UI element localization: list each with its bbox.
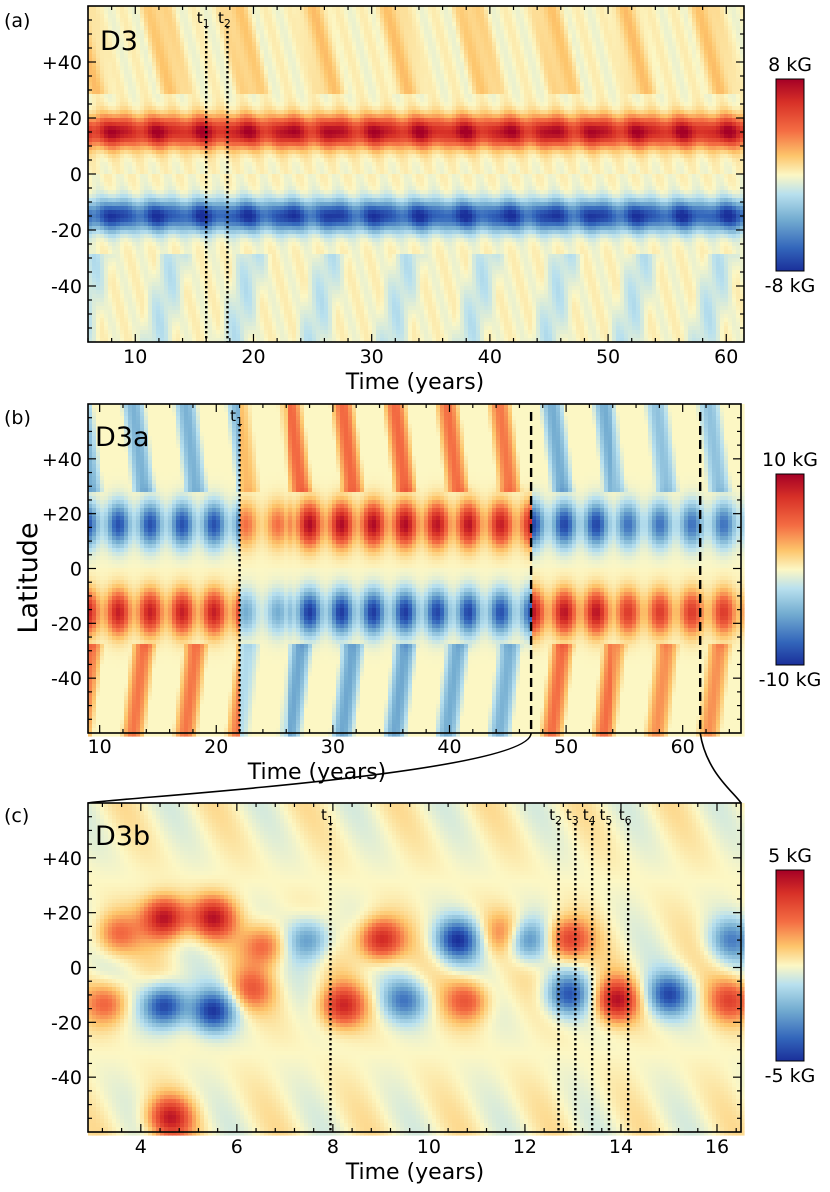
y-tick-label: -40 xyxy=(51,276,82,298)
x-tick-label: 6 xyxy=(231,1136,243,1158)
colorbar-min-label: -10 kG xyxy=(759,669,822,691)
x-tick-label: 30 xyxy=(321,736,345,758)
y-tick-label: +40 xyxy=(42,52,82,74)
y-tick-label: +40 xyxy=(42,848,82,870)
zoom-connector-right xyxy=(700,733,741,803)
panel-a: 10 20 30 40 50 60 +40 +20 0 -20 -40 Time (years) (a)… xyxy=(4,6,815,395)
x-tick-label: 14 xyxy=(609,1136,633,1158)
x-tick-label: 40 xyxy=(437,736,461,758)
y-tick-label: -20 xyxy=(51,1012,82,1034)
x-tick-label: 50 xyxy=(596,346,620,368)
x-tick-label: 8 xyxy=(327,1136,339,1158)
colorbar xyxy=(776,79,804,271)
y-tick-label: -20 xyxy=(51,220,82,242)
y-tick-label: 0 xyxy=(70,164,82,186)
x-tick-label: 40 xyxy=(478,346,502,368)
figure: Latitude 10 20 30 40 50 60+40+200-20-40Time (… xyxy=(0,0,830,1192)
colorbar-max-label: 10 kG xyxy=(762,449,818,471)
panel-letter: (c) xyxy=(4,805,29,827)
y-tick-label: +40 xyxy=(42,449,82,471)
panel-c: 4 6 8 10 12 14 16 +40 +20 0 -20 -40 Time (years) (c) D… xyxy=(4,803,815,1185)
panel-title: D3b xyxy=(95,821,150,852)
panel-title: D3 xyxy=(100,26,138,57)
x-tick-label: 10 xyxy=(123,346,147,368)
y-axis-title: Latitude xyxy=(13,522,44,633)
x-axis-title: Time (years) xyxy=(345,1160,485,1185)
y-tick-label: 0 xyxy=(70,559,82,581)
y-tick-label: -40 xyxy=(51,668,82,690)
x-tick-label: 10 xyxy=(88,736,112,758)
y-tick-label: +20 xyxy=(42,903,82,925)
panel-letter: (b) xyxy=(4,407,31,429)
y-tick-label: +20 xyxy=(42,504,82,526)
x-tick-label: 20 xyxy=(241,346,265,368)
colorbar-max-label: 5 kG xyxy=(768,845,812,867)
panel-letter: (a) xyxy=(4,10,30,32)
x-axis-title: Time (years) xyxy=(345,370,485,395)
x-tick-label: 16 xyxy=(705,1136,729,1158)
y-tick-label: +20 xyxy=(42,108,82,130)
colorbar xyxy=(776,474,804,665)
x-tick-label: 10 xyxy=(417,1136,441,1158)
x-tick-label: 12 xyxy=(513,1136,537,1158)
colorbar xyxy=(776,870,804,1061)
colorbar-min-label: -8 kG xyxy=(765,275,816,297)
heatmap-field xyxy=(88,6,745,343)
x-tick-label: 20 xyxy=(204,736,228,758)
panel-title: D3a xyxy=(95,422,150,453)
x-tick-label: 4 xyxy=(135,1136,147,1158)
y-tick-label: 0 xyxy=(70,958,82,980)
colorbar-min-label: -5 kG xyxy=(765,1065,816,1087)
colorbar-max-label: 8 kG xyxy=(768,54,812,76)
x-tick-label: 60 xyxy=(671,736,695,758)
x-tick-label: 50 xyxy=(554,736,578,758)
y-tick-label: -40 xyxy=(51,1067,82,1089)
y-tick-label: -20 xyxy=(51,613,82,635)
heatmap-field xyxy=(88,404,745,737)
x-tick-label: 30 xyxy=(360,346,384,368)
heatmap-field xyxy=(88,803,745,1136)
x-tick-label: 60 xyxy=(714,346,738,368)
